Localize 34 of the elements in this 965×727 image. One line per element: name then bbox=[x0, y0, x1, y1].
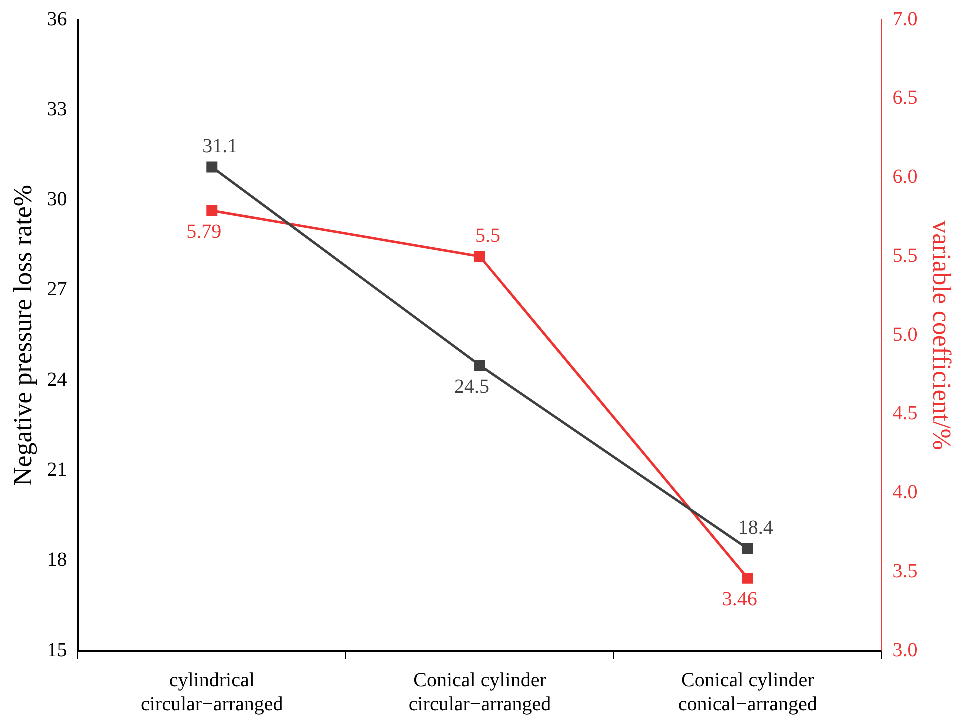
y2-tick-label: 3.5 bbox=[892, 560, 918, 582]
y2-axis-title: variable coefficient/% bbox=[928, 220, 957, 450]
x-tick-label: cylindrical circular−arranged bbox=[140, 669, 284, 716]
data-label: 24.5 bbox=[454, 376, 490, 398]
y2-tick-label: 7.0 bbox=[892, 8, 918, 30]
y-tick-label: 24 bbox=[47, 368, 68, 391]
y2-tick-label: 3.0 bbox=[892, 639, 918, 662]
y2-tick-label: 4.0 bbox=[892, 482, 918, 504]
x-tick-label: Conical cylinder circular−arranged bbox=[408, 669, 552, 716]
y2-tick-label: 5.0 bbox=[892, 324, 918, 346]
y2-tick-label: 6.0 bbox=[892, 166, 918, 188]
y-tick-label: 18 bbox=[47, 549, 68, 572]
y2-tick-label: 6.5 bbox=[892, 87, 918, 110]
y-tick-label: 27 bbox=[47, 278, 68, 301]
y-axis-title: Negative pressure loss rate% bbox=[8, 184, 38, 486]
point bbox=[742, 543, 754, 554]
y-tick-label: 30 bbox=[47, 188, 68, 211]
y-tick-label: 33 bbox=[47, 98, 68, 120]
y-tick-label: 15 bbox=[47, 639, 68, 662]
point bbox=[206, 205, 218, 216]
point bbox=[474, 251, 486, 262]
x-tick-label: Conical cylinder conical−arranged bbox=[678, 669, 818, 716]
y-tick-label: 36 bbox=[47, 8, 68, 30]
y2-tick-label: 4.5 bbox=[892, 402, 918, 425]
y2-tick-label: 5.5 bbox=[892, 244, 918, 267]
data-label: 5.5 bbox=[476, 224, 500, 247]
point bbox=[742, 572, 754, 584]
data-label: 31.1 bbox=[202, 135, 238, 158]
point bbox=[206, 162, 218, 173]
point bbox=[474, 360, 486, 372]
y-tick-label: 21 bbox=[47, 458, 68, 481]
data-label: 18.4 bbox=[738, 517, 774, 540]
data-label: 5.79 bbox=[186, 221, 222, 244]
data-label: 3.46 bbox=[722, 588, 758, 611]
